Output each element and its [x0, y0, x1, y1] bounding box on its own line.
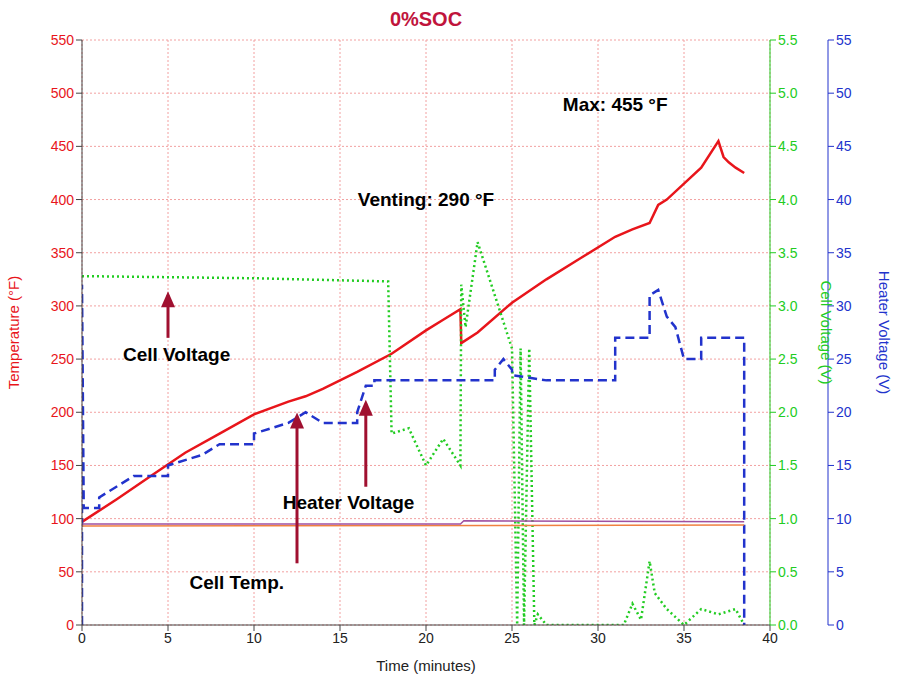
svg-text:5.0: 5.0 [778, 85, 798, 101]
svg-text:0.5: 0.5 [778, 564, 798, 580]
svg-text:10: 10 [836, 511, 852, 527]
svg-text:35: 35 [836, 245, 852, 261]
svg-text:Temperature (°F): Temperature (°F) [5, 276, 22, 390]
svg-text:Max: 455 °F: Max: 455 °F [563, 94, 668, 115]
svg-text:1.0: 1.0 [778, 511, 798, 527]
svg-text:40: 40 [836, 192, 852, 208]
svg-text:Time (minutes): Time (minutes) [376, 657, 475, 674]
svg-text:450: 450 [51, 138, 75, 154]
svg-text:Heater Voltage (V): Heater Voltage (V) [876, 271, 893, 394]
svg-text:20: 20 [418, 630, 434, 646]
svg-text:15: 15 [836, 457, 852, 473]
svg-text:45: 45 [836, 138, 852, 154]
svg-text:300: 300 [51, 298, 75, 314]
svg-text:500: 500 [51, 85, 75, 101]
svg-text:25: 25 [504, 630, 520, 646]
svg-text:4.5: 4.5 [778, 138, 798, 154]
svg-text:30: 30 [590, 630, 606, 646]
svg-text:35: 35 [676, 630, 692, 646]
svg-text:4.0: 4.0 [778, 192, 798, 208]
svg-text:Heater Voltage: Heater Voltage [283, 492, 415, 513]
svg-text:50: 50 [58, 564, 74, 580]
svg-text:Cell Voltage (V): Cell Voltage (V) [818, 280, 835, 384]
svg-text:Cell Temp.: Cell Temp. [189, 572, 284, 593]
svg-text:10: 10 [246, 630, 262, 646]
svg-text:30: 30 [836, 298, 852, 314]
svg-text:200: 200 [51, 404, 75, 420]
svg-text:Venting: 290 °F: Venting: 290 °F [358, 189, 494, 210]
html-text:0%SOC: 0%SOC [389, 8, 463, 30]
svg-text:0: 0 [836, 617, 844, 633]
svg-text:20: 20 [836, 404, 852, 420]
svg-text:3.5: 3.5 [778, 245, 798, 261]
svg-text:25: 25 [836, 351, 852, 367]
svg-text:100: 100 [51, 511, 75, 527]
svg-text:2.5: 2.5 [778, 351, 798, 367]
svg-text:0: 0 [66, 617, 74, 633]
svg-text:3.0: 3.0 [778, 298, 798, 314]
svg-text:0: 0 [78, 630, 86, 646]
svg-text:5: 5 [164, 630, 172, 646]
svg-text:40: 40 [762, 630, 778, 646]
svg-text:55: 55 [836, 32, 852, 48]
svg-text:5.5: 5.5 [778, 32, 798, 48]
svg-text:350: 350 [51, 245, 75, 261]
svg-text:550: 550 [51, 32, 75, 48]
svg-text:0.0: 0.0 [778, 617, 798, 633]
svg-text:Cell Voltage: Cell Voltage [123, 344, 230, 365]
svg-text:150: 150 [51, 457, 75, 473]
svg-text:1.5: 1.5 [778, 457, 798, 473]
svg-text:15: 15 [332, 630, 348, 646]
svg-text:250: 250 [51, 351, 75, 367]
svg-text:5: 5 [836, 564, 844, 580]
svg-text:400: 400 [51, 192, 75, 208]
svg-text:2.0: 2.0 [778, 404, 798, 420]
svg-text:50: 50 [836, 85, 852, 101]
